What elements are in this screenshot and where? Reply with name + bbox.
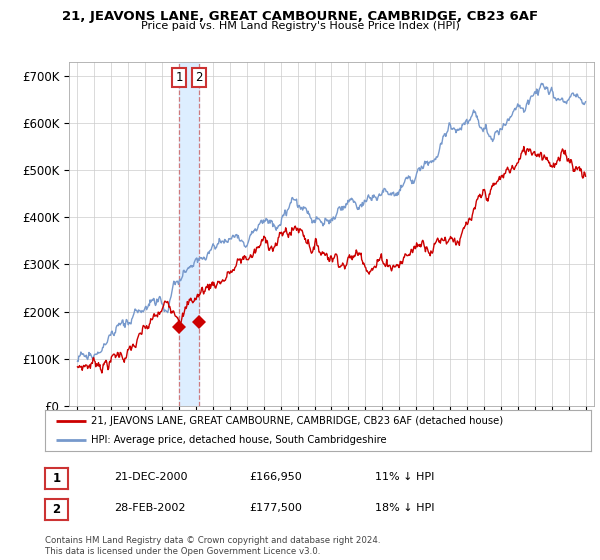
Text: 21, JEAVONS LANE, GREAT CAMBOURNE, CAMBRIDGE, CB23 6AF: 21, JEAVONS LANE, GREAT CAMBOURNE, CAMBR… [62,10,538,23]
Text: 1: 1 [175,71,183,83]
Text: £166,950: £166,950 [249,472,302,482]
Text: 21, JEAVONS LANE, GREAT CAMBOURNE, CAMBRIDGE, CB23 6AF (detached house): 21, JEAVONS LANE, GREAT CAMBOURNE, CAMBR… [91,417,503,426]
Text: 11% ↓ HPI: 11% ↓ HPI [375,472,434,482]
Text: Contains HM Land Registry data © Crown copyright and database right 2024.
This d: Contains HM Land Registry data © Crown c… [45,536,380,556]
Bar [179,62,199,406]
Text: 21-DEC-2000: 21-DEC-2000 [114,472,187,482]
Text: 2: 2 [52,503,61,516]
Text: Price paid vs. HM Land Registry's House Price Index (HPI): Price paid vs. HM Land Registry's House … [140,21,460,31]
Text: 18% ↓ HPI: 18% ↓ HPI [375,503,434,513]
Text: 2: 2 [195,71,203,83]
Text: HPI: Average price, detached house, South Cambridgeshire: HPI: Average price, detached house, Sout… [91,435,387,445]
Text: £177,500: £177,500 [249,503,302,513]
Text: 1: 1 [52,472,61,486]
Text: 28-FEB-2002: 28-FEB-2002 [114,503,185,513]
